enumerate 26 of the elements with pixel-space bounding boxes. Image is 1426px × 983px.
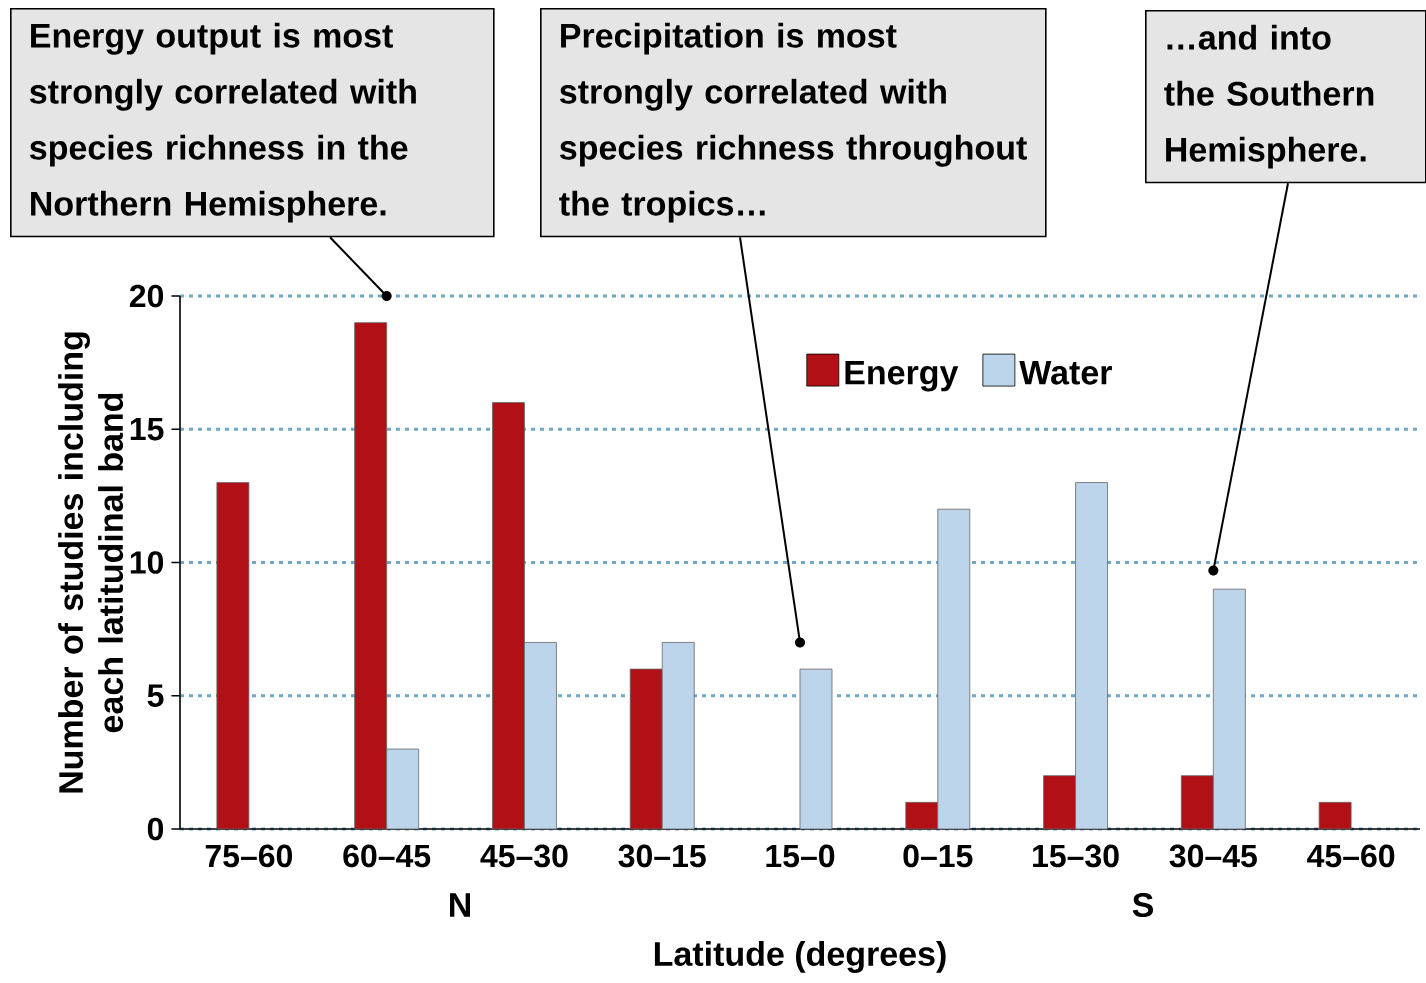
annotation: Precipitation is most strongly correlated with species richness throughout the tropics… bbox=[559, 22, 1027, 223]
annotation: …and into the Southern Hemisphere. bbox=[1164, 24, 1374, 169]
y-tick-label: 0 bbox=[147, 817, 164, 841]
text: S bbox=[1132, 892, 1154, 918]
bar bbox=[216, 482, 250, 830]
x-tick-label: 15–30 bbox=[1033, 844, 1119, 868]
x-tick-label: 60–45 bbox=[343, 844, 431, 868]
x-tick-label: 0–15 bbox=[903, 844, 973, 868]
x-axis-title: Latitude (degrees) bbox=[654, 941, 946, 973]
x-tick-label: 45–60 bbox=[1307, 844, 1395, 868]
x-tick-label: 30–45 bbox=[1169, 844, 1257, 868]
y-tick-label: 20 bbox=[129, 284, 164, 308]
bar bbox=[1318, 801, 1352, 830]
x-tick-label: 15–0 bbox=[766, 844, 835, 868]
x-tick-label: 75–60 bbox=[205, 844, 293, 868]
legend-label: Energy bbox=[845, 360, 959, 392]
y-axis-title: Number of studies including each latitudinal band bbox=[58, 332, 124, 793]
text: N bbox=[450, 893, 470, 917]
y-tick-label: 5 bbox=[147, 684, 164, 707]
y-tick-label: 10 bbox=[130, 551, 164, 574]
y-tick-label: 15 bbox=[130, 418, 164, 441]
legend-label: Water bbox=[1019, 360, 1112, 385]
bar bbox=[799, 668, 833, 830]
annotation: Energy output is most strongly correlated with species richness in the Northern Hemisphere. bbox=[29, 22, 416, 223]
x-tick-label: 30–15 bbox=[618, 844, 706, 868]
x-tick-label: 45–30 bbox=[480, 844, 568, 868]
